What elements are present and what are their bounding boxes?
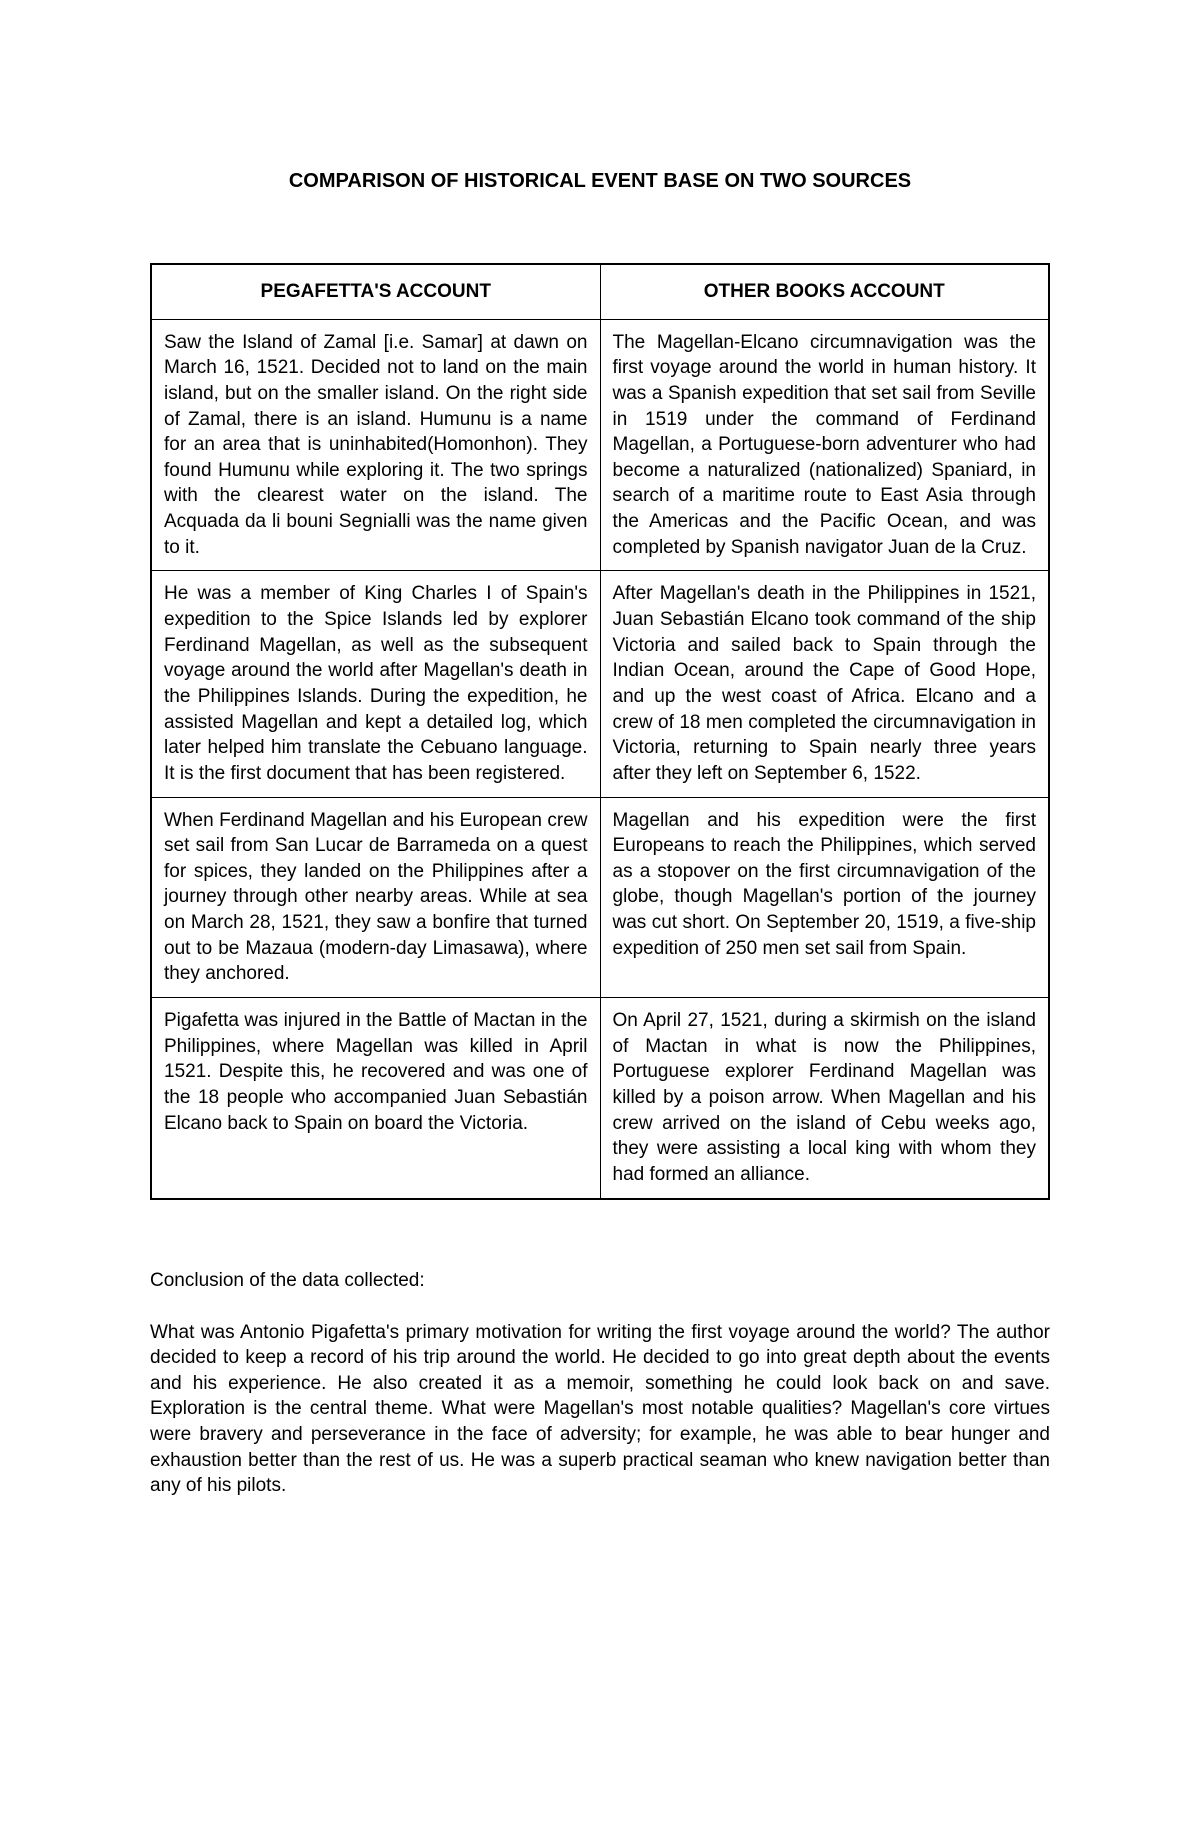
document-title: COMPARISON OF HISTORICAL EVENT BASE ON T…	[150, 170, 1050, 193]
cell-left: He was a member of King Charles I of Spa…	[151, 571, 600, 797]
cell-right: The Magellan-Elcano circumnavigation was…	[600, 319, 1049, 571]
conclusion-body: What was Antonio Pigafetta's primary mot…	[150, 1320, 1050, 1499]
table-row: When Ferdinand Magellan and his European…	[151, 797, 1049, 997]
table-row: Pigafetta was injured in the Battle of M…	[151, 998, 1049, 1199]
table-row: He was a member of King Charles I of Spa…	[151, 571, 1049, 797]
document-page: COMPARISON OF HISTORICAL EVENT BASE ON T…	[0, 0, 1200, 1835]
header-col-2: OTHER BOOKS ACCOUNT	[600, 264, 1049, 319]
cell-right: After Magellan's death in the Philippine…	[600, 571, 1049, 797]
cell-left: When Ferdinand Magellan and his European…	[151, 797, 600, 997]
cell-left: Saw the Island of Zamal [i.e. Samar] at …	[151, 319, 600, 571]
conclusion-heading: Conclusion of the data collected:	[150, 1270, 1050, 1292]
table-row: Saw the Island of Zamal [i.e. Samar] at …	[151, 319, 1049, 571]
table-header-row: PEGAFETTA'S ACCOUNT OTHER BOOKS ACCOUNT	[151, 264, 1049, 319]
comparison-table: PEGAFETTA'S ACCOUNT OTHER BOOKS ACCOUNT …	[150, 263, 1050, 1200]
header-col-1: PEGAFETTA'S ACCOUNT	[151, 264, 600, 319]
cell-right: Magellan and his expedition were the fir…	[600, 797, 1049, 997]
cell-left: Pigafetta was injured in the Battle of M…	[151, 998, 600, 1199]
cell-right: On April 27, 1521, during a skirmish on …	[600, 998, 1049, 1199]
